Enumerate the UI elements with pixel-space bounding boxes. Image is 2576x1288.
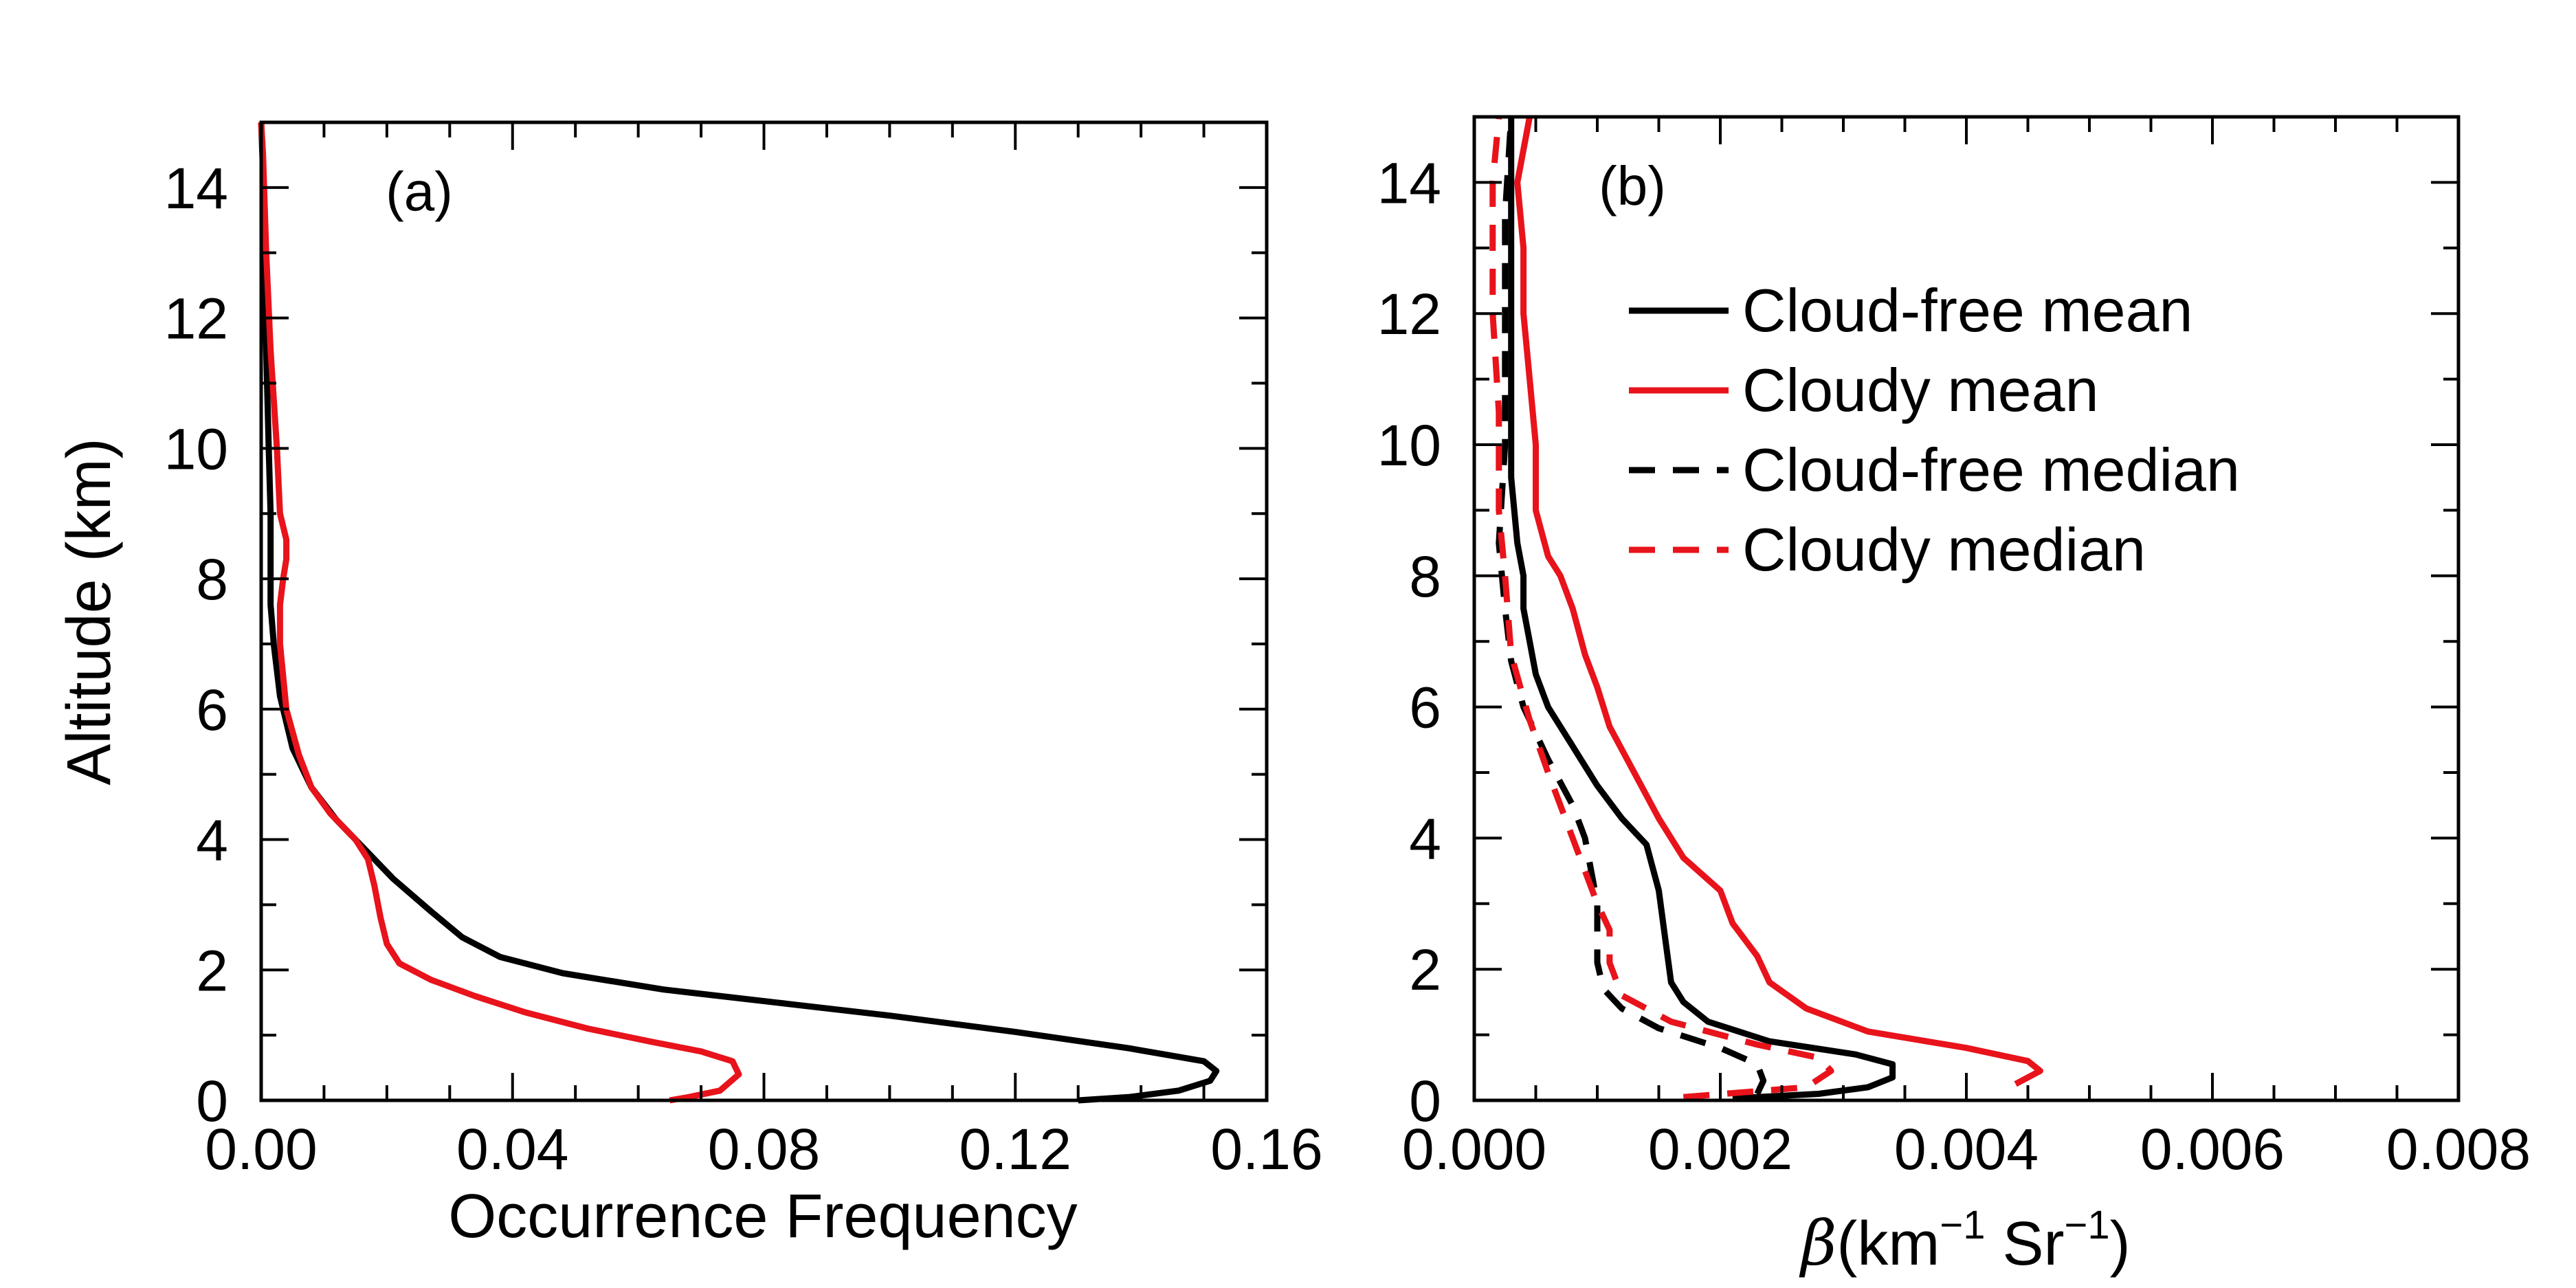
- panel-b: 0.000 0.002 0.004 0.006 0.008 0 2 4 6 8 10 12 14 (b) β…: [1377, 115, 2531, 1280]
- x-axis-title-a: Occurrence Frequency: [448, 1182, 1077, 1251]
- y-tick-label: 4: [196, 808, 228, 873]
- y-tick-label: 8: [1409, 544, 1441, 609]
- x-tick-label: 0.002: [1648, 1117, 1792, 1181]
- y-axis-title-a: Altitude (km): [55, 438, 124, 785]
- x-tick-label: 0.006: [2140, 1117, 2285, 1181]
- legend-label: Cloud-free mean: [1742, 276, 2192, 344]
- panel-a: 0.00 0.04 0.08 0.12 0.16 0 2 4 6 8 10 12 14 (a) Occurr…: [55, 120, 1323, 1251]
- panel-label-a: (a): [386, 161, 453, 222]
- y-tick-label: 4: [1409, 806, 1441, 871]
- x-tick-label: 0.000: [1402, 1117, 1546, 1181]
- x-axis-title-part: −1: [1940, 1203, 1985, 1247]
- series-line-a-1: [258, 122, 1220, 1104]
- series-line-b-2: [1514, 116, 2043, 1087]
- x-axis-title-part: β: [1799, 1208, 1836, 1280]
- y-tick-label: 6: [1409, 676, 1441, 740]
- legend-label: Cloudy mean: [1742, 356, 2099, 424]
- plot-frame-a: [259, 120, 1269, 1102]
- series-line-b-4: [1489, 116, 1834, 1100]
- x-axis-title-b: β(km−1 Sr−1): [1799, 1203, 2130, 1280]
- y-tick-label: 0: [1409, 1069, 1441, 1133]
- y-tick-label: 14: [164, 156, 228, 221]
- legend-label: Cloudy median: [1742, 515, 2146, 584]
- panel-label-b: (b): [1599, 155, 1666, 216]
- y-tick-label: 12: [164, 287, 228, 351]
- series-line-b-3: [1496, 116, 1767, 1096]
- x-tick-label: 0.16: [1210, 1117, 1323, 1181]
- y-tick-label: 8: [196, 547, 228, 612]
- x-tick-label: 0.12: [959, 1117, 1072, 1181]
- series-line-b-1: [1508, 117, 1896, 1102]
- x-tick-label: 0.04: [456, 1117, 569, 1181]
- x-axis-title-part: −1: [2065, 1203, 2110, 1247]
- x-tick-label: 0.008: [2386, 1117, 2531, 1181]
- y-tick-label: 2: [196, 938, 228, 1003]
- legend-label: Cloud-free median: [1742, 436, 2240, 504]
- y-tick-label: 10: [164, 417, 228, 481]
- x-tick-label: 0.08: [708, 1117, 821, 1181]
- y-tick-label: 2: [1409, 937, 1441, 1002]
- plot-frame-b: [1472, 115, 2461, 1102]
- series-line-a-2: [258, 122, 742, 1104]
- y-tick-label: 10: [1377, 413, 1441, 478]
- x-axis-title-part: ): [2110, 1210, 2131, 1278]
- y-tick-label: 14: [1377, 151, 1441, 215]
- x-tick-label: 0.00: [205, 1117, 318, 1181]
- y-tick-label: 0: [196, 1069, 228, 1133]
- y-tick-label: 6: [196, 678, 228, 742]
- x-axis-title-part: (km: [1836, 1210, 1940, 1278]
- x-tick-label: 0.004: [1894, 1117, 2039, 1181]
- x-axis-title-part: Sr: [1985, 1210, 2064, 1278]
- y-tick-label: 12: [1377, 282, 1441, 346]
